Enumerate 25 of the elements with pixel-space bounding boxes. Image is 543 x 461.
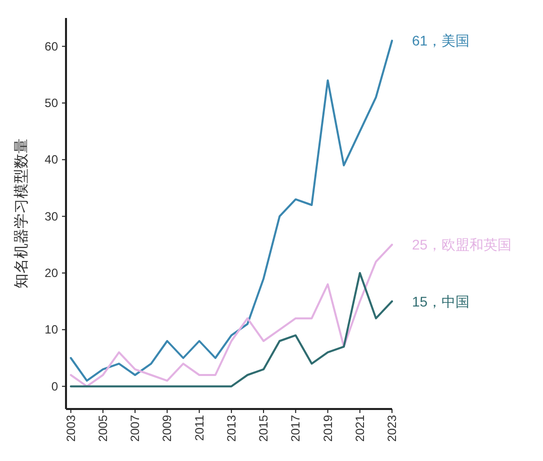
x-tick-label: 2023 xyxy=(385,414,399,442)
x-tick-label: 2021 xyxy=(352,414,367,442)
line-series xyxy=(70,40,393,382)
y-tick-label: 20 xyxy=(44,266,58,280)
x-tick-label: 2009 xyxy=(160,414,174,442)
y-tick-label: 50 xyxy=(44,96,58,110)
x-tick-label: 2019 xyxy=(320,414,335,442)
x-tick-label: 2007 xyxy=(128,414,142,442)
x-tick-label: 2005 xyxy=(96,414,110,442)
series-label: 15，中国 xyxy=(412,293,470,310)
y-tick-label: 0 xyxy=(51,379,58,394)
y-tick-label: 60 xyxy=(44,39,58,54)
series-label: 61，美国 xyxy=(412,32,470,49)
y-axis-title: 知名机器学习模型数量 xyxy=(13,138,30,288)
y-tick-label: 30 xyxy=(44,209,58,224)
x-tick-label: 2015 xyxy=(256,414,271,442)
series-label: 25，欧盟和英国 xyxy=(412,236,512,253)
line-series xyxy=(70,244,393,388)
x-tick-label: 2013 xyxy=(224,414,238,442)
x-tick-label: 2011 xyxy=(192,414,206,441)
x-tick-label: 2017 xyxy=(288,414,303,442)
y-tick-label: 10 xyxy=(44,322,58,337)
line-series xyxy=(70,272,393,388)
y-tick-label: 40 xyxy=(44,152,58,167)
x-tick-label: 2003 xyxy=(64,414,78,442)
